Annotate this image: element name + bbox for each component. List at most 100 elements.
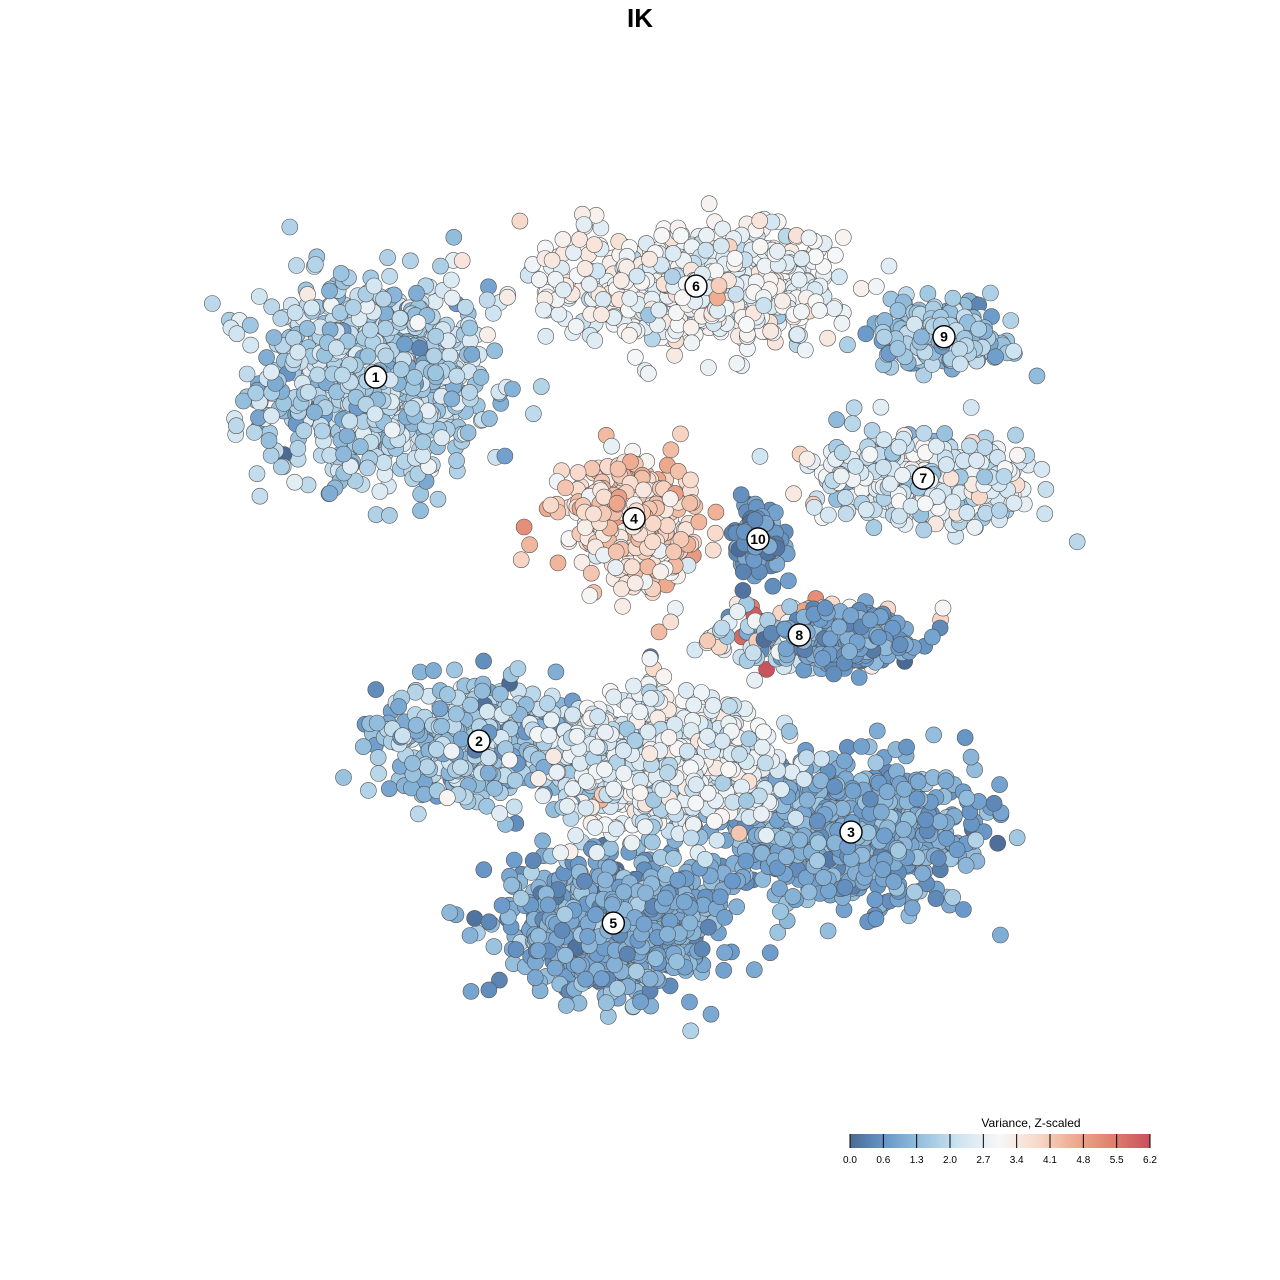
data-point [627,962,645,980]
data-point [793,250,811,267]
data-point [707,524,724,542]
data-point [867,910,885,928]
data-point [341,412,359,430]
data-point [307,256,324,273]
data-point [524,852,542,869]
data-point [479,764,497,782]
data-point [582,564,600,582]
data-point [442,271,460,289]
data-point [286,473,304,491]
data-point [809,812,826,830]
data-point [798,791,816,809]
data-point [861,790,879,808]
data-point [641,250,658,268]
data-point [944,889,962,906]
data-point [992,926,1009,944]
data-point [707,503,725,521]
data-point [791,831,809,849]
data-point [669,871,687,889]
data-point [845,399,863,417]
data-point [962,748,980,766]
data-point [425,662,442,679]
data-point [650,301,668,319]
data-point [751,448,769,465]
data-point [895,821,912,838]
data-point [657,889,674,907]
data-point [526,969,544,987]
data-point [439,686,456,703]
data-point [593,306,610,323]
data-point [838,739,856,756]
data-point [313,422,331,440]
data-point [391,309,409,327]
data-point [539,896,557,914]
data-point [505,798,523,816]
data-point [370,765,387,782]
data-point [915,424,933,442]
data-point [576,260,594,277]
data-point [433,429,451,447]
data-point [581,587,599,604]
data-point [281,218,299,236]
data-point [659,517,676,534]
data-point [260,432,278,449]
data-point [880,257,898,275]
data-point [681,993,698,1011]
data-point [958,789,976,807]
data-point [898,738,915,756]
data-point [567,318,585,335]
data-point [375,290,392,308]
data-point [375,454,393,471]
data-point [335,445,352,463]
data-point [1068,533,1086,551]
data-point [403,399,421,417]
data-point [626,348,644,366]
data-point [927,890,945,907]
data-point [861,446,879,463]
data-point [647,950,664,967]
data-point [966,518,984,536]
data-point [396,335,413,353]
data-point [944,493,962,511]
data-point [951,355,969,373]
data-point [867,754,885,772]
data-point [557,946,574,964]
data-point [418,758,436,776]
data-point [834,229,852,246]
data-point [751,212,769,229]
data-point [543,251,561,269]
data-point [479,326,496,344]
data-point [506,771,524,789]
data-point [429,490,447,508]
data-point [699,632,716,650]
data-point [286,304,304,322]
data-point [833,444,851,461]
data-point [744,644,762,662]
data-point [958,504,976,521]
data-point [461,319,479,337]
data-point [448,452,465,469]
data-point [662,441,680,459]
data-point [549,554,567,572]
data-point [557,997,575,1014]
data-point [970,320,988,338]
data-point [328,339,345,357]
data-point [805,498,823,516]
data-point [724,872,741,890]
data-point [532,378,550,395]
data-point [412,502,429,519]
data-point [839,336,856,354]
data-point [496,447,514,465]
data-point [712,237,730,255]
data-point [381,507,398,524]
data-point [1009,446,1026,464]
data-point [819,922,837,940]
data-point [587,906,604,924]
data-point [485,938,503,955]
points-layer [204,195,1086,1040]
data-point [431,700,449,718]
data-point [909,773,927,791]
data-point [235,392,252,410]
data-point [408,284,425,302]
data-point [242,336,259,354]
